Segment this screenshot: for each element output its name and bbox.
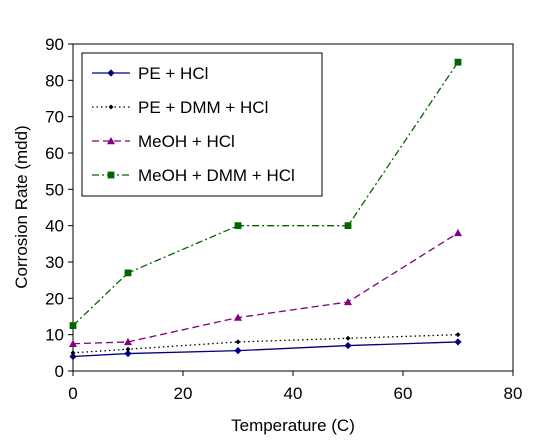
legend-label: PE + HCl bbox=[138, 64, 208, 83]
legend-item: MeOH + DMM + HCl bbox=[92, 166, 295, 185]
data-point bbox=[125, 346, 131, 352]
data-point bbox=[124, 349, 132, 358]
data-point bbox=[234, 222, 242, 230]
y-tick-label: 20 bbox=[45, 289, 64, 308]
data-point bbox=[69, 322, 77, 329]
legend-label: MeOH + DMM + HCl bbox=[138, 166, 295, 185]
legend-marker bbox=[107, 137, 115, 145]
legend-label: MeOH + HCl bbox=[138, 132, 235, 151]
x-tick-label: 80 bbox=[504, 384, 523, 403]
legend-marker bbox=[107, 69, 115, 77]
series-line bbox=[72, 232, 459, 345]
series-layer bbox=[69, 58, 462, 361]
legend-marker bbox=[108, 104, 114, 110]
x-tick-label: 60 bbox=[394, 384, 413, 403]
x-tick-label: 40 bbox=[284, 384, 303, 403]
series-2 bbox=[69, 228, 462, 347]
y-tick-label: 60 bbox=[45, 144, 64, 163]
legend-item: PE + HCl bbox=[92, 64, 208, 83]
data-point bbox=[124, 337, 132, 346]
y-tick-label: 70 bbox=[45, 108, 64, 127]
series-0 bbox=[69, 338, 462, 361]
data-point bbox=[454, 228, 462, 237]
legend-item: MeOH + HCl bbox=[92, 132, 235, 151]
data-point bbox=[124, 269, 132, 277]
data-point bbox=[344, 297, 352, 306]
data-point bbox=[234, 347, 242, 355]
data-point bbox=[454, 58, 462, 66]
data-point bbox=[235, 339, 241, 345]
y-tick-label: 0 bbox=[55, 362, 64, 381]
series-1 bbox=[70, 332, 461, 356]
legend-item: PE + DMM + HCl bbox=[92, 98, 268, 117]
y-tick-label: 40 bbox=[45, 217, 64, 236]
data-point bbox=[344, 222, 352, 230]
legend-box bbox=[81, 52, 323, 197]
legend-label: PE + DMM + HCl bbox=[138, 98, 268, 117]
y-tick-label: 90 bbox=[45, 35, 64, 54]
data-point bbox=[455, 332, 461, 338]
series-line bbox=[72, 334, 459, 354]
data-point bbox=[454, 338, 462, 346]
y-tick-label: 80 bbox=[45, 71, 64, 90]
legend-marker bbox=[107, 171, 115, 179]
axes: 0 10 20 30 40 50 60 70 80 90 0 20 40 60 80 bbox=[45, 35, 522, 403]
data-point bbox=[345, 335, 351, 341]
x-tick-label: 20 bbox=[174, 384, 193, 403]
data-point bbox=[234, 313, 242, 321]
y-tick-label: 30 bbox=[45, 253, 64, 272]
data-point bbox=[70, 350, 76, 356]
data-point bbox=[344, 341, 352, 350]
y-axis-title: Corrosion Rate (mdd) bbox=[12, 125, 31, 288]
y-tick-label: 50 bbox=[45, 180, 64, 199]
legend: PE + HCl PE + DMM + HCl MeOH + HCl MeOH + D… bbox=[81, 52, 323, 197]
data-point bbox=[69, 339, 77, 347]
data-point bbox=[69, 352, 77, 361]
x-tick-label: 0 bbox=[68, 384, 77, 403]
series-3 bbox=[69, 58, 462, 329]
x-axis-title: Temperature (C) bbox=[231, 416, 355, 435]
y-tick-label: 10 bbox=[45, 326, 64, 345]
